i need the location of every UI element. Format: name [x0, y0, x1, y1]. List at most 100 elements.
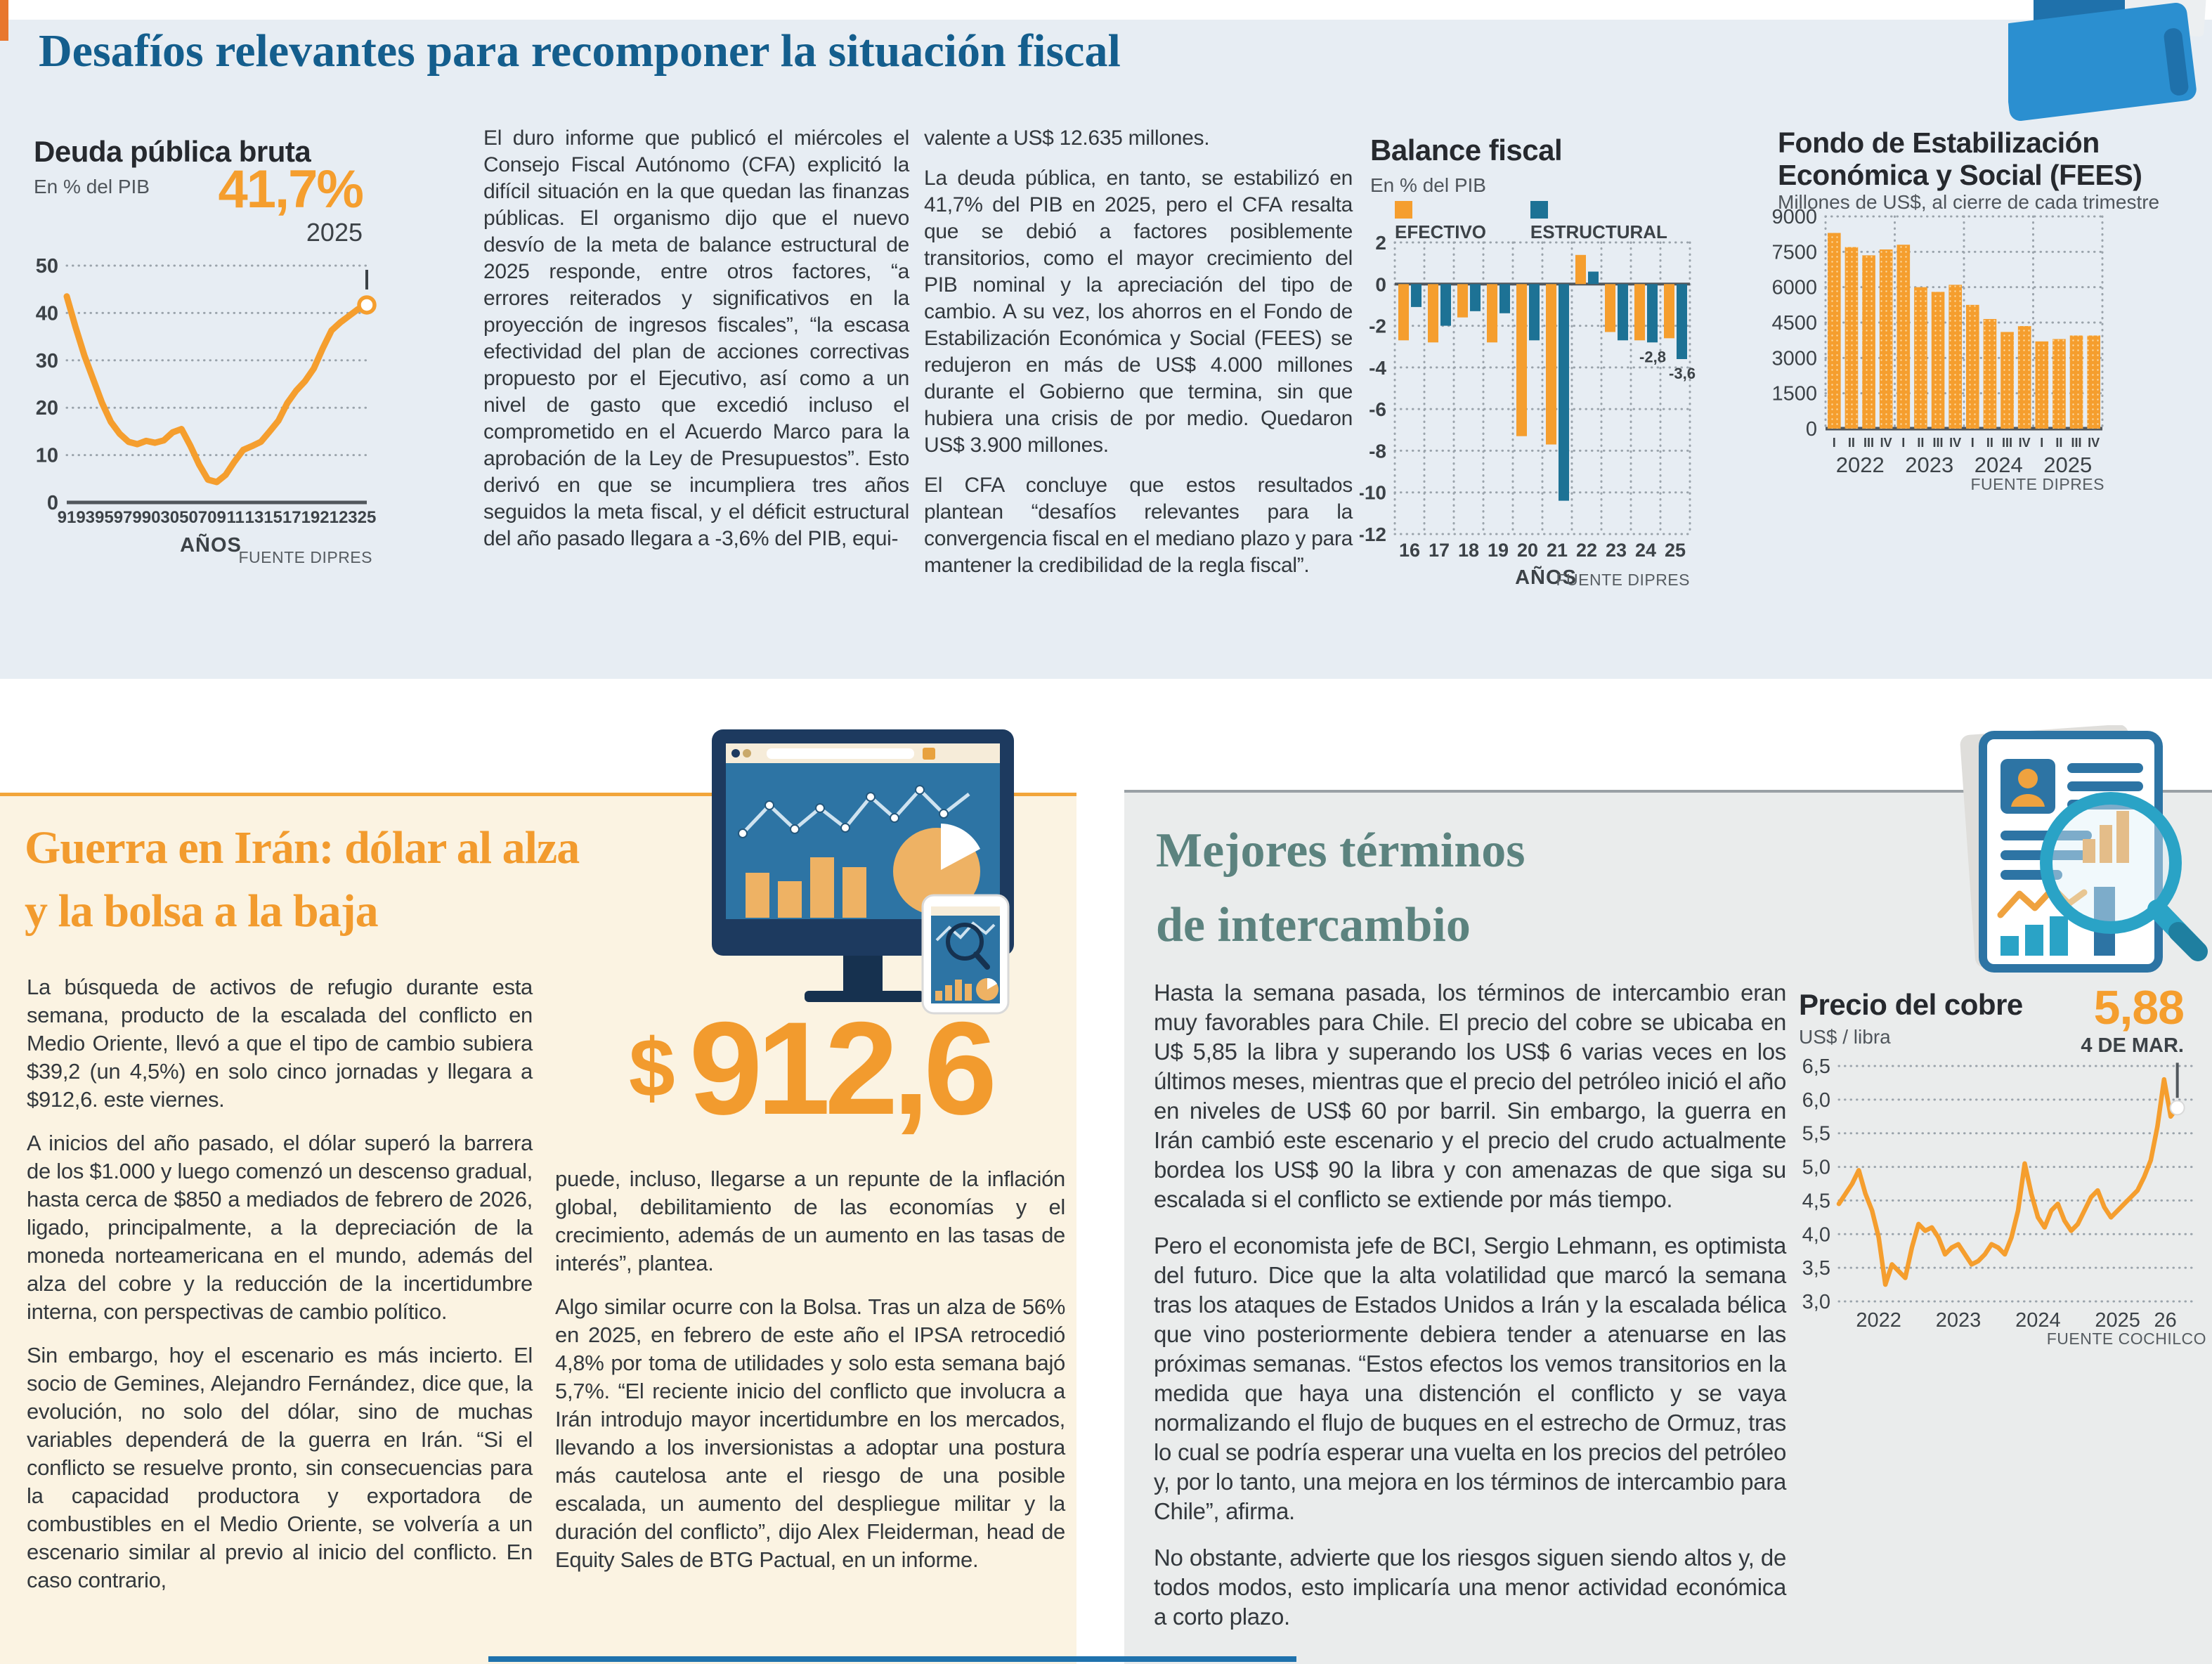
cobre-chart-subtitle: US$ / libra — [1799, 1026, 1891, 1048]
fees-source: FUENTE DIPRES — [1970, 475, 2104, 493]
cobre-callout-value: 5,88 — [2093, 981, 2185, 1034]
svg-text:6000: 6000 — [1771, 277, 1817, 299]
svg-text:20: 20 — [1517, 540, 1538, 561]
cobre-callout: 5,88 4 DE MAR. — [2024, 981, 2185, 1058]
svg-text:-12: -12 — [1360, 524, 1386, 545]
svg-text:2023: 2023 — [1905, 453, 1953, 477]
svg-text:09: 09 — [207, 508, 226, 527]
svg-text:20: 20 — [36, 397, 58, 420]
svg-text:III: III — [1933, 436, 1944, 450]
deuda-callout: 41,7% 2025 — [176, 163, 365, 247]
svg-text:9000: 9000 — [1771, 206, 1817, 228]
article-column-1: El duro informe que publicó el miércoles… — [483, 125, 909, 566]
svg-text:3,5: 3,5 — [1802, 1257, 1830, 1280]
balance-x-axis-label: AÑOS — [1515, 566, 1577, 589]
deuda-publica-line-chart: 50 40 30 20 10 0 91 93 95 97 99 03 05 07 09 11 13 15 17 19 2… — [28, 225, 379, 548]
svg-text:6,0: 6,0 — [1802, 1089, 1830, 1112]
article-paragraph: El duro informe que publicó el miércoles… — [483, 126, 909, 550]
svg-text:IV: IV — [2019, 436, 2031, 450]
svg-text:11: 11 — [227, 508, 245, 527]
guerra-paragraph: Algo similar ocurre con la Bolsa. Tras u… — [555, 1294, 1065, 1572]
deuda-chart-subtitle: En % del PIB — [34, 176, 150, 197]
svg-text:2024: 2024 — [1974, 453, 2023, 477]
svg-text:97: 97 — [114, 508, 133, 527]
article-paragraph: valente a US$ 12.635 millones. — [924, 126, 1210, 150]
balance-chart-title: Balance fiscal — [1370, 134, 1563, 167]
svg-text:21: 21 — [320, 508, 339, 527]
svg-text:II: II — [1917, 436, 1924, 450]
fiscal-panel — [0, 20, 2212, 679]
usd-exchange-value: $ 912,6 — [555, 992, 1065, 1144]
svg-text:2022: 2022 — [1856, 1309, 1901, 1332]
svg-text:-2,8: -2,8 — [1639, 348, 1666, 365]
svg-text:95: 95 — [95, 508, 114, 527]
balance-legend: EFECTIVO ESTRUCTURAL — [1395, 200, 1690, 243]
svg-text:-8: -8 — [1369, 440, 1386, 462]
svg-text:3000: 3000 — [1771, 347, 1817, 370]
svg-text:23: 23 — [1606, 540, 1627, 561]
svg-text:III: III — [2002, 436, 2012, 450]
svg-text:50: 50 — [36, 255, 58, 278]
svg-text:IV: IV — [2088, 436, 2100, 450]
balance-fiscal-bar-chart: 2 0 -2 -4 -6 -8 -10 -12 16 17 18 19 20 21 22 23 24 25 -2,8… — [1358, 223, 1704, 575]
guerra-paragraph: Sin embargo, hoy el escenario es más inc… — [27, 1343, 533, 1592]
svg-text:16: 16 — [1399, 540, 1420, 561]
svg-text:2024: 2024 — [2015, 1309, 2061, 1332]
svg-text:-10: -10 — [1360, 482, 1386, 504]
svg-text:2022: 2022 — [1836, 453, 1885, 477]
svg-text:17: 17 — [1429, 540, 1450, 561]
dashboard-monitor-icon — [699, 722, 1029, 1020]
svg-text:25: 25 — [1665, 540, 1686, 561]
svg-text:03: 03 — [151, 508, 170, 527]
legend-label: ESTRUCTURAL — [1530, 221, 1667, 242]
svg-text:-6: -6 — [1369, 398, 1386, 420]
svg-text:24: 24 — [1635, 540, 1656, 561]
mejores-heading-line1: Mejores términos — [1156, 824, 1525, 878]
mejores-paragraph: Pero el economista jefe de BCI, Sergio L… — [1154, 1233, 1786, 1524]
svg-text:19: 19 — [301, 508, 320, 527]
guerra-heading-line1: Guerra en Irán: dólar al alza — [25, 822, 580, 873]
report-magnifier-icon — [1934, 724, 2212, 980]
svg-text:I: I — [1833, 436, 1836, 450]
svg-text:5,0: 5,0 — [1802, 1157, 1830, 1179]
svg-text:I: I — [1971, 436, 1974, 450]
svg-text:05: 05 — [170, 508, 189, 527]
svg-text:2025: 2025 — [2095, 1309, 2140, 1332]
svg-text:26: 26 — [2154, 1309, 2177, 1332]
svg-text:93: 93 — [76, 508, 95, 527]
guerra-column-1: La búsqueda de activos de refugio durant… — [27, 973, 533, 1610]
cobre-line-chart: 6,5 6,0 5,5 5,0 4,5 4,0 3,5 3,0 2022 2023 2024 2025… — [1788, 1053, 2210, 1355]
cobre-chart-title: Precio del cobre — [1799, 988, 2023, 1021]
page-edge-artifact — [488, 1656, 1296, 1662]
magnifier-glyph — [2040, 792, 2182, 934]
svg-text:25: 25 — [358, 508, 377, 527]
svg-text:2023: 2023 — [1936, 1309, 1982, 1332]
svg-text:-3,6: -3,6 — [1669, 365, 1696, 382]
svg-text:IV: IV — [1880, 436, 1892, 450]
svg-text:7500: 7500 — [1771, 241, 1817, 264]
guerra-paragraph: A inicios del año pasado, el dólar super… — [27, 1131, 533, 1324]
svg-text:0: 0 — [47, 492, 58, 514]
guerra-heading: Guerra en Irán: dólar al alza y la bolsa… — [25, 817, 699, 943]
svg-text:15: 15 — [264, 508, 282, 527]
svg-text:II: II — [1986, 436, 1993, 450]
svg-text:III: III — [1863, 436, 1874, 450]
svg-text:99: 99 — [132, 508, 151, 527]
fees-chart-subtitle: Millones de US$, al cierre de cada trime… — [1778, 191, 2160, 213]
svg-text:13: 13 — [245, 508, 264, 527]
mejores-paragraph: Hasta la semana pasada, los términos de … — [1154, 980, 1786, 1212]
svg-text:18: 18 — [1458, 540, 1479, 561]
svg-text:1500: 1500 — [1771, 383, 1817, 405]
svg-text:23: 23 — [339, 508, 358, 527]
svg-text:22: 22 — [1576, 540, 1597, 561]
article-paragraph: La deuda pública, en tanto, se estabiliz… — [924, 167, 1353, 457]
svg-text:4,0: 4,0 — [1802, 1223, 1830, 1246]
svg-text:91: 91 — [58, 508, 77, 527]
svg-text:0: 0 — [1806, 418, 1817, 441]
mejores-column: Hasta la semana pasada, los términos de … — [1154, 978, 1786, 1649]
svg-text:3,0: 3,0 — [1802, 1291, 1830, 1313]
legend-item-efectivo: EFECTIVO — [1395, 200, 1509, 243]
exchange-rate-value: 912,6 — [689, 994, 997, 1142]
svg-text:07: 07 — [188, 508, 207, 527]
